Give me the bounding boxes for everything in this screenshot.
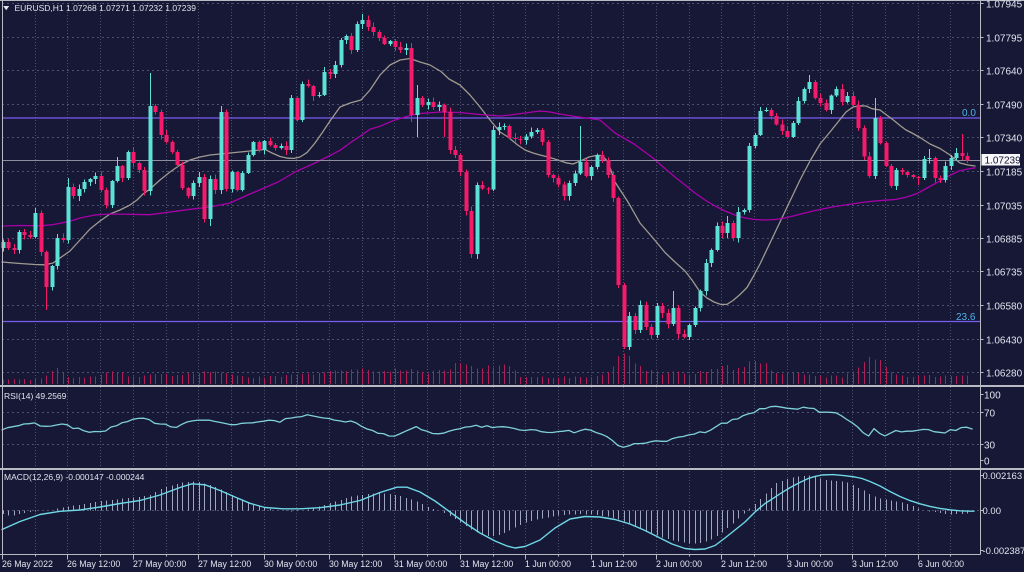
svg-text:1.07239: 1.07239	[985, 156, 1022, 167]
svg-text:3 Jun 00:00: 3 Jun 00:00	[787, 559, 833, 569]
svg-text:26 May 12:00: 26 May 12:00	[67, 559, 120, 569]
svg-text:1.07185: 1.07185	[986, 168, 1023, 179]
svg-text:1.07035: 1.07035	[986, 202, 1023, 213]
svg-text:1.06280: 1.06280	[986, 369, 1023, 380]
svg-text:0.002163: 0.002163	[983, 471, 1023, 482]
svg-text:MACD(12,26,9) -0.000147 -0.000: MACD(12,26,9) -0.000147 -0.000244	[4, 472, 145, 482]
svg-text:1.07795: 1.07795	[986, 34, 1023, 45]
svg-text:31 May 12:00: 31 May 12:00	[460, 559, 513, 569]
svg-text:30 May 12:00: 30 May 12:00	[329, 559, 382, 569]
svg-text:RSI(14) 49.2569: RSI(14) 49.2569	[4, 391, 67, 401]
svg-text:0: 0	[984, 457, 990, 468]
svg-text:1.06580: 1.06580	[986, 302, 1023, 313]
svg-text:100: 100	[984, 391, 1001, 402]
svg-text:1 Jun 12:00: 1 Jun 12:00	[591, 559, 637, 569]
svg-text:0.00: 0.00	[983, 506, 1002, 517]
svg-text:31 May 00:00: 31 May 00:00	[394, 559, 447, 569]
svg-text:1.06430: 1.06430	[986, 336, 1023, 347]
svg-text:6 Jun 00:00: 6 Jun 00:00	[918, 559, 964, 569]
svg-text:27 May 00:00: 27 May 00:00	[133, 559, 186, 569]
svg-text:2 Jun 00:00: 2 Jun 00:00	[656, 559, 702, 569]
svg-text:1.07490: 1.07490	[986, 101, 1023, 112]
svg-text:3 Jun 12:00: 3 Jun 12:00	[852, 559, 898, 569]
svg-text:26 May 2022: 26 May 2022	[2, 559, 53, 569]
svg-text:30 May 00:00: 30 May 00:00	[264, 559, 317, 569]
svg-text:70: 70	[984, 409, 996, 420]
svg-text:1 Jun 00:00: 1 Jun 00:00	[525, 559, 571, 569]
svg-text:23.6: 23.6	[956, 312, 976, 323]
svg-text:-0.002387: -0.002387	[983, 546, 1024, 557]
svg-text:0.0: 0.0	[962, 108, 976, 119]
svg-text:1.07945: 1.07945	[986, 0, 1023, 11]
svg-text:27 May 12:00: 27 May 12:00	[198, 559, 251, 569]
svg-text:1.07340: 1.07340	[986, 134, 1023, 145]
svg-text:1.06735: 1.06735	[986, 268, 1023, 279]
svg-text:1.06885: 1.06885	[986, 235, 1023, 246]
svg-text:1.07640: 1.07640	[986, 67, 1023, 78]
svg-text:30: 30	[984, 441, 996, 452]
svg-text:2 Jun 12:00: 2 Jun 12:00	[721, 559, 767, 569]
svg-text:EURUSD,H1 1.07268 1.07271 1.0: EURUSD,H1 1.07268 1.07271 1.07232 1.0723…	[15, 3, 197, 13]
